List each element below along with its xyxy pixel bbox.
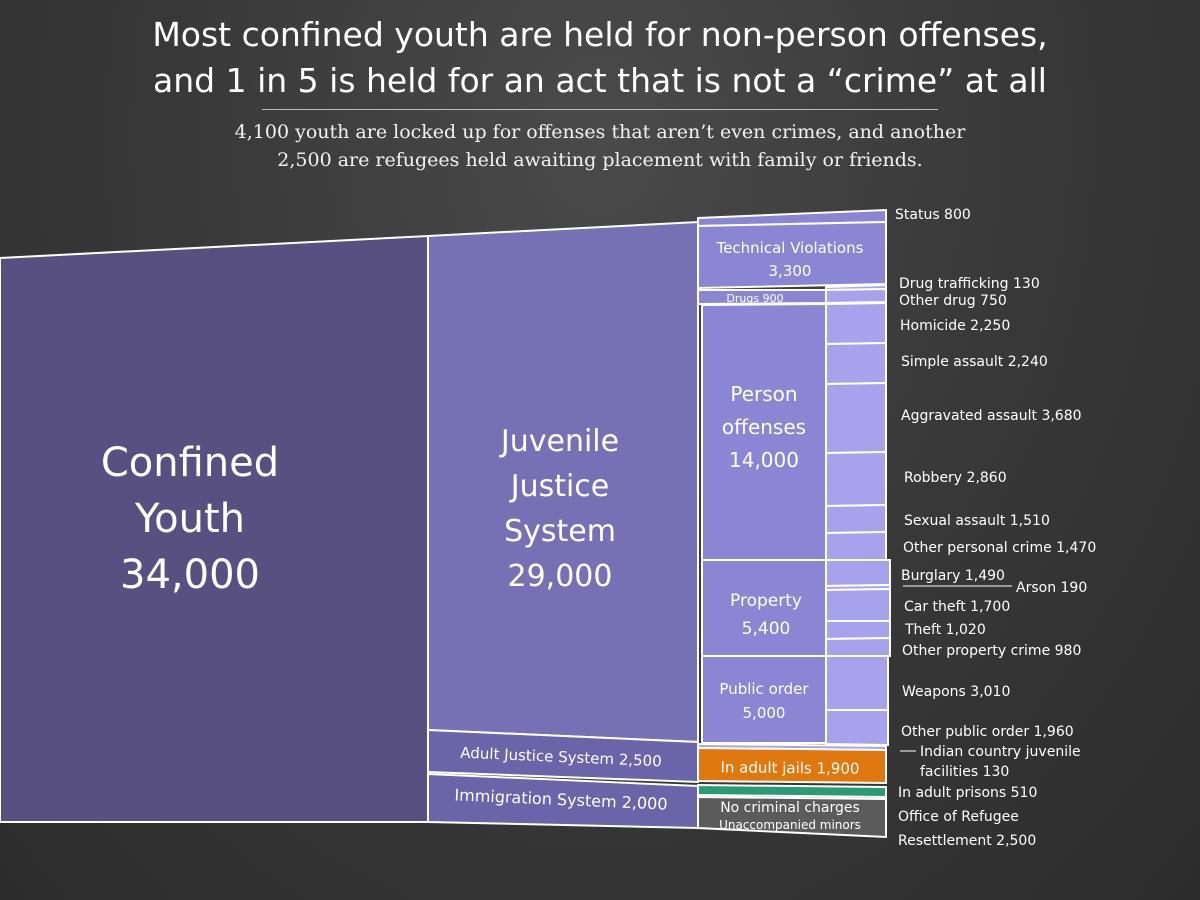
drug-trafficking-label: Drug trafficking 130: [899, 276, 1040, 292]
burglary-block: [825, 559, 891, 588]
other-property-label: Other property crime 980: [902, 643, 1081, 659]
adult-jails-label: In adult jails 1,900: [720, 758, 859, 777]
robbery-block: [825, 450, 887, 508]
property-label-name: Property: [730, 591, 802, 611]
confined-label-name: Confined: [101, 440, 279, 486]
adult-prisons-label: In adult prisons 510: [898, 785, 1037, 801]
juvenile-label-value: 29,000: [508, 559, 613, 594]
theft-block: [825, 620, 891, 641]
other-drug-block: [825, 287, 887, 305]
indian-country-label-1: Indian country juvenile: [920, 744, 1081, 760]
other-public-order-label: Other public order 1,960: [901, 724, 1074, 740]
car-theft-block: [825, 587, 891, 622]
juvenile-label-name: Juvenile: [499, 424, 619, 459]
other-public-order-block: [825, 709, 889, 747]
car-theft-label: Car theft 1,700: [904, 599, 1010, 615]
sexual-assault-label: Sexual assault 1,510: [904, 513, 1050, 529]
public-order-block: [701, 655, 827, 744]
chart-title: Most confined youth are held for non-per…: [100, 12, 1100, 104]
weapons-block: [825, 655, 889, 711]
simple-assault-label: Simple assault 2,240: [901, 354, 1048, 370]
confined-label-value: 34,000: [120, 552, 260, 598]
indian-country-label-2: facilities 130: [920, 764, 1009, 780]
sexual-assault-block: [825, 503, 887, 535]
refugee-block: [697, 795, 887, 839]
homicide-label: Homicide 2,250: [900, 318, 1010, 334]
aggravated-assault-block: [825, 381, 887, 455]
arson-label: Arson 190: [1016, 580, 1087, 596]
aggravated-assault-label: Aggravated assault 3,680: [901, 408, 1082, 424]
subtitle-line-1: 4,100 youth are locked up for offenses t…: [234, 121, 966, 143]
other-drug-label: Other drug 750: [899, 293, 1007, 309]
public-order-label-name: Public order: [719, 680, 809, 698]
robbery-label: Robbery 2,860: [904, 470, 1007, 486]
confined-label-name2: Youth: [134, 496, 245, 542]
status-label: Status 800: [895, 207, 971, 223]
refugee-label-2: Resettlement 2,500: [898, 833, 1036, 849]
other-personal-block: [825, 530, 887, 561]
other-personal-label: Other personal crime 1,470: [903, 540, 1096, 556]
juvenile-label-name3: System: [504, 514, 616, 549]
subtitle-line-2: 2,500 are refugees held awaiting placeme…: [277, 149, 923, 171]
homicide-block: [825, 301, 887, 346]
drugs-label: Drugs 900: [726, 292, 783, 305]
weapons-label: Weapons 3,010: [902, 684, 1010, 700]
adult-prisons-block: [697, 783, 887, 799]
unaccompanied-label: Unaccompanied minors: [719, 818, 861, 832]
title-line-1: Most confined youth are held for non-per…: [152, 15, 1048, 54]
adult-jails-block: [697, 746, 887, 785]
property-label-value: 5,400: [742, 619, 791, 639]
burglary-label: Burglary 1,490: [901, 568, 1005, 584]
title-line-2: and 1 in 5 is held for an act that is no…: [153, 61, 1047, 100]
title-divider: [262, 109, 938, 110]
person-label-name: Person: [730, 382, 797, 406]
other-property-block: [825, 636, 891, 657]
public-order-label-value: 5,000: [743, 704, 786, 722]
technical-label-name: Technical Violations: [716, 239, 864, 257]
technical-label-value: 3,300: [769, 262, 812, 280]
person-label-name2: offenses: [722, 415, 806, 439]
theft-label: Theft 1,020: [904, 622, 986, 638]
no-charges-label: No criminal charges: [720, 800, 860, 816]
chart-subtitle: 4,100 youth are locked up for offenses t…: [150, 118, 1050, 174]
juvenile-label-name2: Justice: [509, 469, 610, 504]
refugee-label-1: Office of Refugee: [898, 809, 1019, 825]
person-label-value: 14,000: [729, 448, 799, 472]
simple-assault-block: [825, 341, 887, 386]
